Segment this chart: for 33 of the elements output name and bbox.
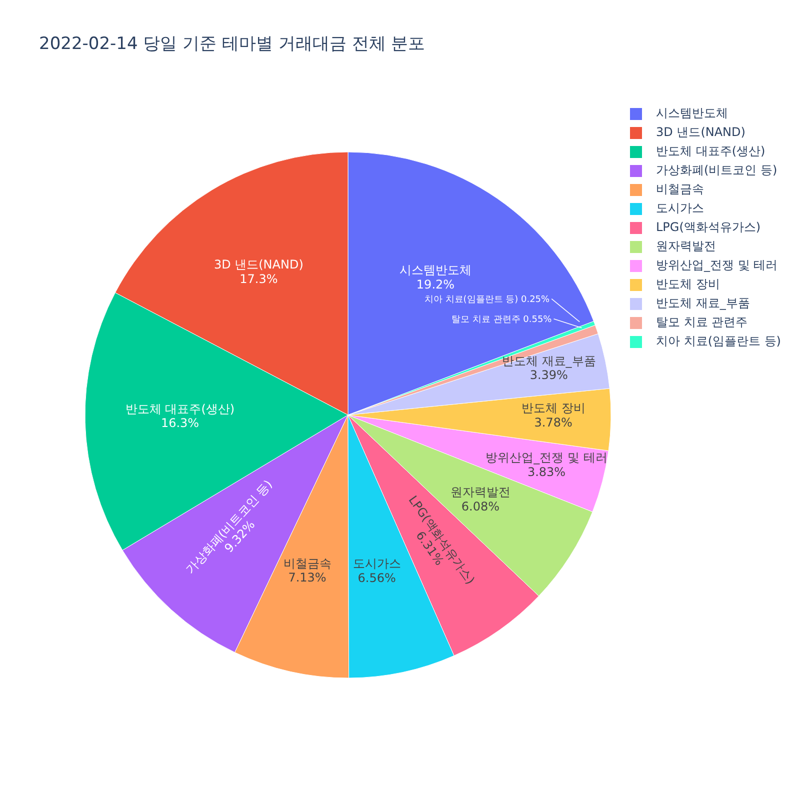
legend-label: 도시가스 (656, 200, 704, 217)
data-label: 6.56% (358, 571, 396, 586)
legend-label: 3D 낸드(NAND) (656, 124, 746, 141)
legend-label: LPG(액화석유가스) (656, 219, 761, 236)
legend-label: 원자력발전 (656, 238, 716, 255)
slice-label: 비철금속 (283, 556, 332, 570)
data-label: 3.39% (530, 368, 568, 382)
slice-label: 방위산업_전쟁 및 테러 (486, 450, 608, 465)
category-label: 탈모 치료 관련주 0.55% (452, 314, 552, 325)
slice-label: 도시가스 (352, 556, 401, 571)
data-label: 7.13% (288, 570, 326, 585)
legend-label: 치아 치료(임플란트 등) (656, 333, 781, 350)
legend-label: 반도체 재료_부품 (656, 295, 750, 312)
slice-label: 반도체 대표주(생산) (125, 402, 235, 416)
slice-label: 3D 낸드(NAND) (214, 258, 304, 272)
legend-label: 방위산업_전쟁 및 테러 (656, 257, 778, 274)
data-label: 17.3% (240, 272, 278, 286)
slice-label: 반도체 재료_부품 (502, 354, 596, 368)
slice-label: 시스템반도체 (400, 262, 472, 277)
legend-label: 가상화폐(비트코인 등) (656, 162, 778, 179)
chart-title: 2022-02-14 당일 기준 테마별 거래대금 전체 분포 (39, 33, 426, 55)
slice-label: 반도체 장비 (521, 400, 586, 415)
legend-label: 반도체 대표주(생산) (656, 143, 766, 160)
data-label: 3.83% (527, 465, 566, 480)
legend-label: 반도체 장비 (656, 276, 720, 293)
data-label: 16.3% (160, 416, 200, 430)
slice-label: 원자력발전 (450, 484, 510, 499)
legend-label: 시스템반도체 (656, 105, 728, 122)
category-label: 치아 치료(임플란트 등) 0.25% (424, 294, 550, 305)
legend-label: 비철금속 (656, 181, 704, 198)
data-label: 19.2% (416, 277, 455, 292)
data-label: 3.78% (534, 415, 572, 430)
legend-label: 탈모 치료 관련주 (656, 314, 748, 331)
